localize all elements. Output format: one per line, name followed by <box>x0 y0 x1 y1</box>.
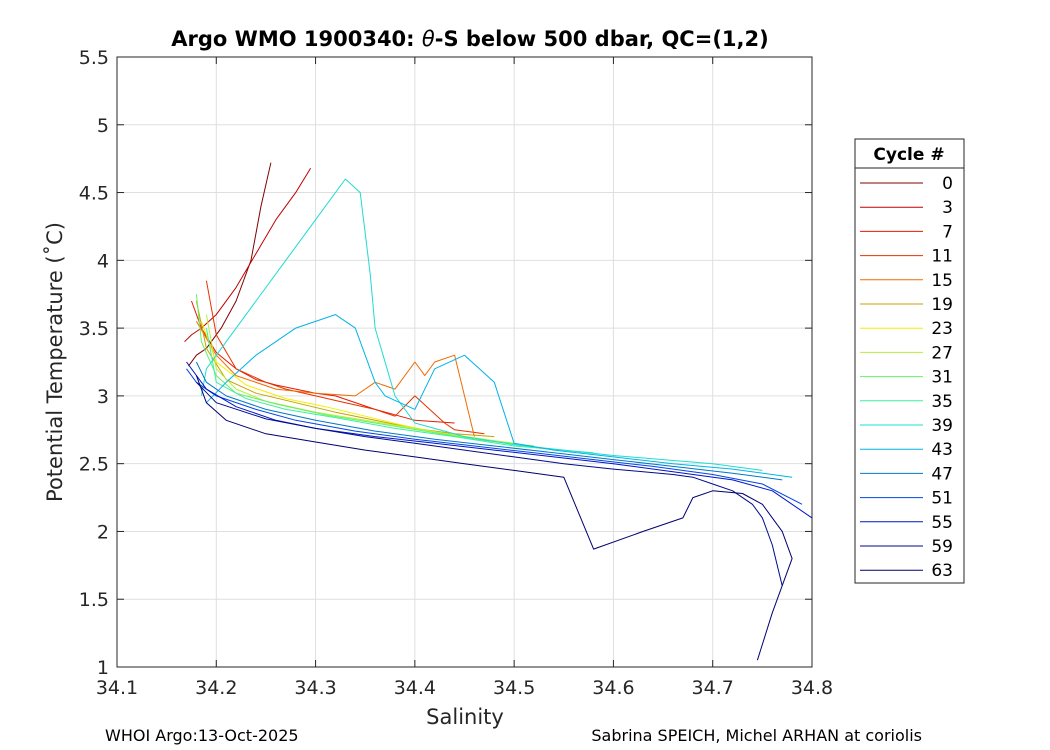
chart-title: Argo WMO 1900340: θ-S below 500 dbar, QC… <box>171 27 768 51</box>
series-line-cycle-11 <box>205 280 485 435</box>
legend-label: 15 <box>931 271 953 291</box>
legend-label: 47 <box>931 464 953 484</box>
series-line-cycle-43 <box>206 314 793 478</box>
series-line-cycle-51 <box>186 368 803 505</box>
x-tick-label: 34.2 <box>195 677 237 699</box>
y-tick-label: 1 <box>97 657 109 679</box>
x-tick-label: 34.4 <box>394 677 436 699</box>
y-tick-label: 3 <box>97 386 109 408</box>
x-tick-label: 34.6 <box>592 677 634 699</box>
title-theta: θ <box>422 27 435 51</box>
x-tick-label: 34.8 <box>791 677 833 699</box>
x-tick-label: 34.7 <box>692 677 734 699</box>
x-axis-label: Salinity <box>426 705 504 729</box>
series-line-cycle-47 <box>195 361 783 481</box>
legend: Cycle # 0 3 7 11 15 19 23 27 31 35 39 43 47 51 55 59 63 <box>854 138 965 584</box>
legend-label: 7 <box>942 222 953 242</box>
legend-label: 55 <box>931 513 953 533</box>
series-line-cycle-39 <box>200 178 763 471</box>
legend-label: 27 <box>931 343 953 363</box>
y-tick-label: 3.5 <box>79 318 109 340</box>
footer-left: WHOI Argo:13-Oct-2025 <box>105 726 299 745</box>
series-line-cycle-0 <box>188 162 272 367</box>
legend-label: 39 <box>931 416 953 436</box>
series-line-cycle-63 <box>195 375 793 661</box>
y-tick-label: 2 <box>97 521 109 543</box>
y-tick-label: 2.5 <box>79 454 109 476</box>
plot-frame <box>116 56 813 668</box>
legend-entries: 0 3 7 11 15 19 23 27 31 35 39 43 47 51 55 59 63 <box>860 174 953 581</box>
series-group <box>184 162 813 661</box>
y-tick-label: 4 <box>97 250 109 272</box>
legend-title: Cycle # <box>873 145 944 165</box>
legend-label: 43 <box>931 440 953 460</box>
title-prefix: Argo WMO 1900340: <box>171 27 422 51</box>
legend-label: 0 <box>942 174 953 194</box>
legend-label: 59 <box>931 537 953 557</box>
legend-label: 51 <box>931 489 953 509</box>
footer-right: Sabrina SPEICH, Michel ARHAN at coriolis <box>591 726 922 745</box>
series-line-cycle-3 <box>184 167 312 343</box>
plot-area <box>117 57 812 667</box>
legend-label: 19 <box>931 295 953 315</box>
series-line-cycle-31 <box>195 294 535 447</box>
legend-label: 11 <box>931 247 953 267</box>
legend-label: 63 <box>931 561 953 581</box>
legend-label: 31 <box>931 368 953 388</box>
tick-group: 34.1 34.2 34.3 34.4 34.5 34.6 34.7 34.811.522.5… <box>79 47 833 699</box>
legend-label: 3 <box>942 198 953 218</box>
x-tick-label: 34.1 <box>96 677 138 699</box>
title-suffix: -S below 500 dbar, QC=(1,2) <box>435 27 769 51</box>
series-line-cycle-15 <box>195 321 475 437</box>
legend-label: 35 <box>931 392 953 412</box>
series-line-cycle-35 <box>205 328 594 454</box>
y-tick-label: 5.5 <box>79 47 109 69</box>
series-line-cycle-27 <box>205 314 515 444</box>
y-tick-label: 5 <box>97 115 109 137</box>
legend-box <box>854 138 965 584</box>
x-tick-label: 34.3 <box>294 677 336 699</box>
series-line-cycle-55 <box>186 361 813 519</box>
y-tick-label: 1.5 <box>79 589 109 611</box>
y-axis-label: Potential Temperature (˚C) <box>43 222 67 502</box>
x-tick-label: 34.5 <box>493 677 535 699</box>
series-line-cycle-19 <box>195 300 495 438</box>
legend-label: 23 <box>931 319 953 339</box>
series-line-cycle-59 <box>196 381 783 586</box>
y-tick-label: 4.5 <box>79 183 109 205</box>
